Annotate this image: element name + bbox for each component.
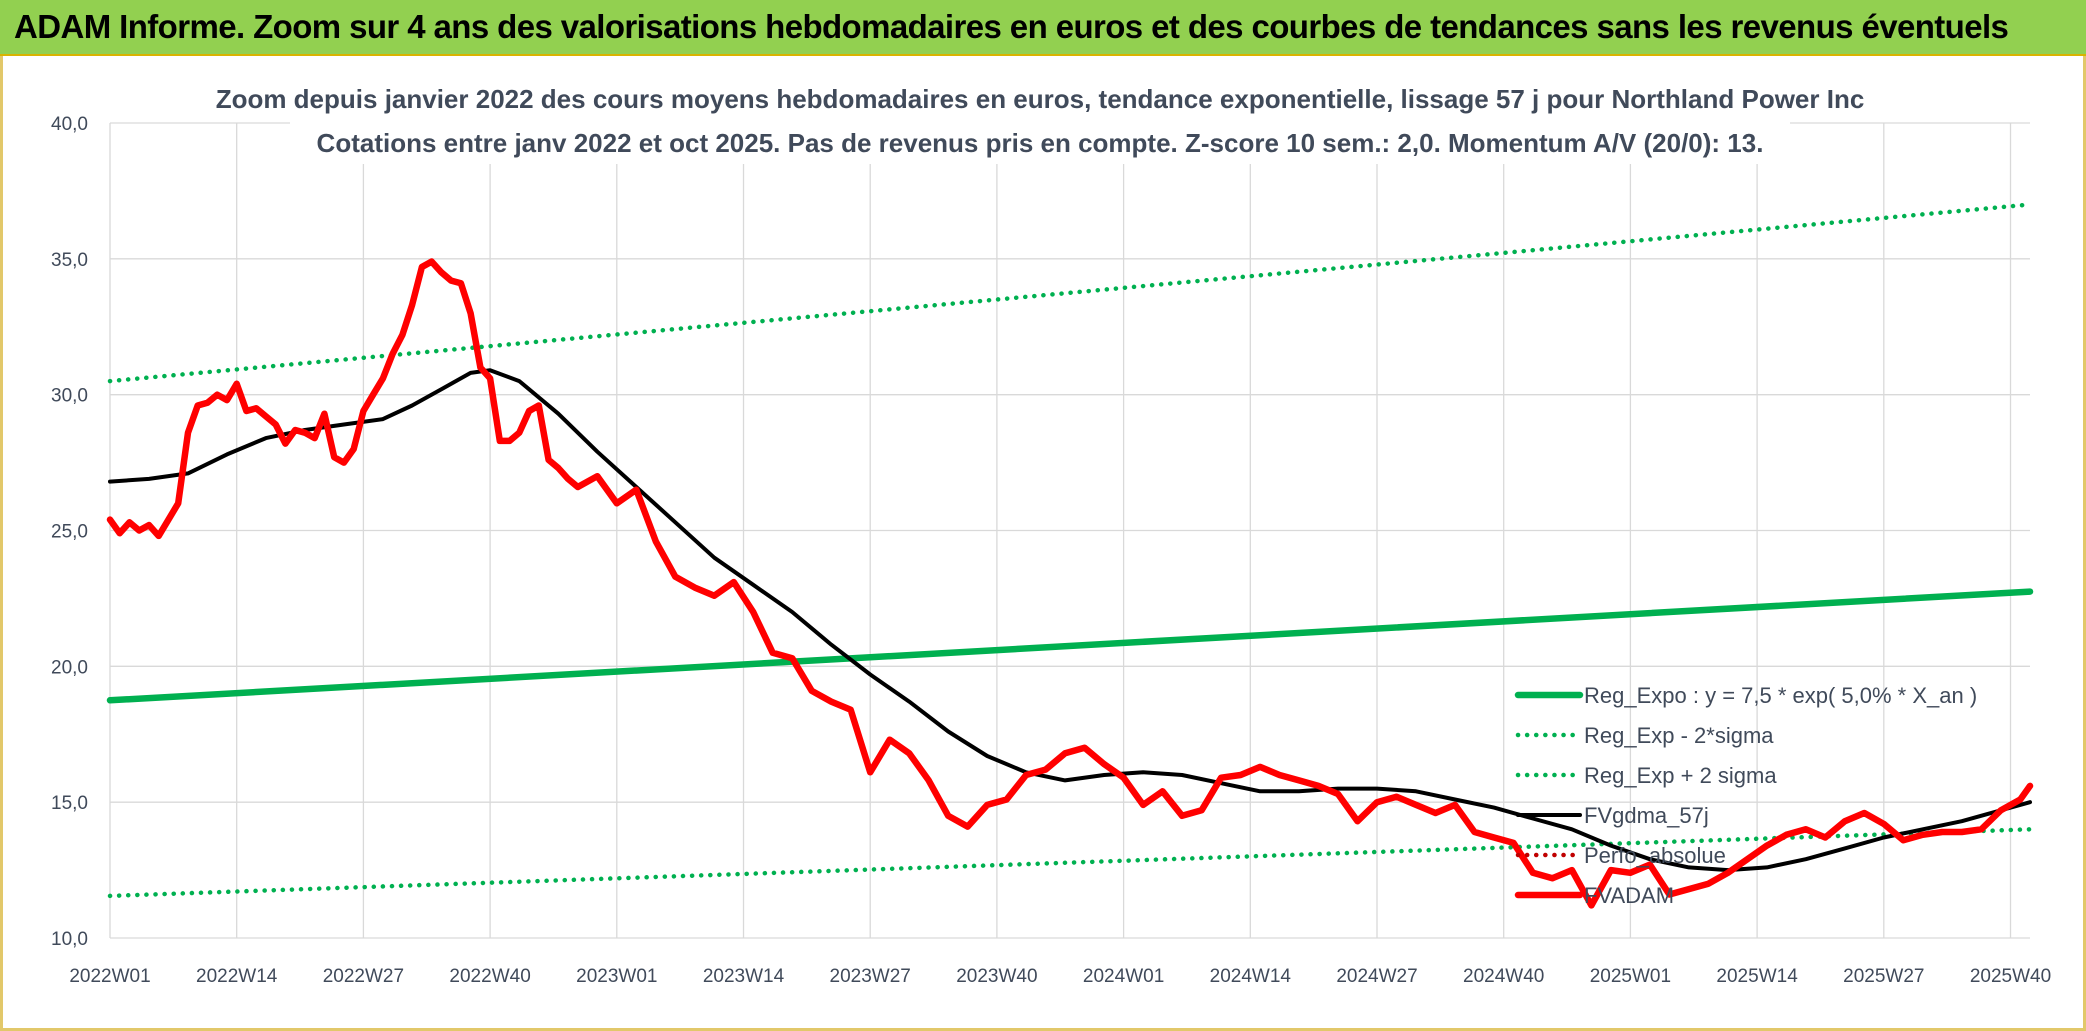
legend: Reg_Expo : y = 7,5 * exp( 5,0% * X_an ) R… [1514, 683, 1977, 908]
chart-frame [0, 56, 2086, 1031]
x-tick-label: 2024W40 [1463, 966, 1544, 987]
x-tick-label: 2025W27 [1843, 966, 1924, 987]
series-line-1 [107, 827, 2033, 899]
legend-label-2: Reg_Exp + 2 sigma [1584, 763, 1777, 788]
x-tick-label: 2023W14 [703, 966, 785, 987]
y-tick-label: 20,0 [51, 657, 88, 678]
legend-label-3: FVgdma_57j [1584, 803, 1709, 828]
series-lines [106, 202, 2034, 909]
y-tick-label: 35,0 [51, 250, 88, 271]
legend-label-4: Perfo_absolue [1584, 843, 1726, 868]
x-tick-label: 2022W40 [449, 966, 530, 987]
y-axis-ticks: 10,0 15,0 20,0 25,0 30,0 35,0 40,0 [51, 114, 88, 950]
x-tick-label: 2025W40 [1970, 966, 2051, 987]
y-tick-label: 15,0 [51, 793, 88, 814]
x-tick-label: 2022W14 [196, 966, 278, 987]
report-banner: ADAM Informe. Zoom sur 4 ans des valoris… [0, 0, 2086, 56]
x-tick-label: 2024W01 [1083, 966, 1164, 987]
chart-title: Zoom depuis janvier 2022 des cours moyen… [216, 84, 1865, 114]
report-banner-title: ADAM Informe. Zoom sur 4 ans des valoris… [14, 8, 2009, 45]
series-line-3 [108, 368, 2032, 873]
y-tick-label: 25,0 [51, 522, 88, 543]
x-tick-label: 2024W27 [1336, 966, 1417, 987]
y-tick-label: 40,0 [51, 114, 88, 135]
series-line-0 [106, 588, 2034, 704]
x-tick-label: 2023W40 [956, 966, 1037, 987]
x-tick-label: 2023W27 [830, 966, 911, 987]
legend-label-5: FVADAM [1584, 883, 1674, 908]
legend-label-0: Reg_Expo : y = 7,5 * exp( 5,0% * X_an ) [1584, 683, 1977, 708]
y-tick-label: 30,0 [51, 386, 88, 407]
series-line-2 [107, 202, 2033, 384]
x-tick-label: 2023W01 [576, 966, 657, 987]
title-backdrop [290, 80, 1790, 164]
x-tick-label: 2024W14 [1210, 966, 1292, 987]
x-tick-label: 2022W27 [323, 966, 404, 987]
x-tick-label: 2025W01 [1590, 966, 1671, 987]
x-axis-ticks: 2022W01 2022W14 2022W27 2022W40 2023W01 2023W… [69, 966, 2051, 987]
x-tick-label: 2022W01 [69, 966, 150, 987]
legend-label-1: Reg_Exp - 2*sigma [1584, 723, 1774, 748]
y-tick-label: 10,0 [51, 929, 88, 950]
chart-subtitle: Cotations entre janv 2022 et oct 2025. P… [317, 128, 1764, 158]
gridlines [109, 122, 2030, 939]
x-tick-label: 2025W14 [1716, 966, 1798, 987]
series-line-5 [106, 258, 2034, 909]
